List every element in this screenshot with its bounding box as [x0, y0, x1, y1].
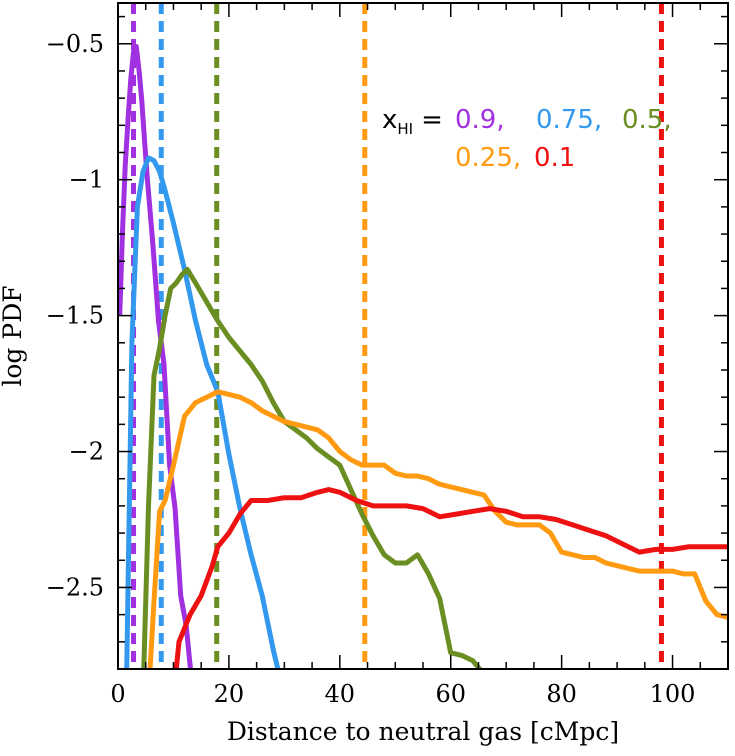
x-tick-label: 0 — [110, 680, 125, 708]
y-tick-label: −2.5 — [46, 573, 104, 601]
legend-entry-0.9: 0.9, — [455, 105, 505, 135]
x-tick-label: 60 — [435, 680, 466, 708]
series-line — [173, 487, 728, 669]
legend-entry-0.1: 0.1 — [534, 143, 575, 173]
legend-subscript: HI — [397, 120, 413, 138]
series-lines — [118, 44, 728, 669]
legend-equals: = — [421, 105, 443, 135]
y-tick-label: −1.5 — [46, 302, 104, 330]
series-line — [147, 389, 728, 669]
x-tick-label: 20 — [214, 680, 245, 708]
legend-entry-0.75: 0.75, — [536, 105, 602, 135]
y-tick-label: −1 — [69, 166, 104, 194]
legend-entry-0.25: 0.25, — [455, 143, 521, 173]
x-tick-label: 100 — [650, 680, 696, 708]
legend-label: xHI = — [382, 105, 443, 138]
legend: xHI = 0.9, 0.75, 0.5, 0.25, 0.1 — [382, 105, 672, 173]
y-tick-labels: −0.5 −1 −1.5 −2 −2.5 — [46, 30, 104, 602]
legend-entry-0.5: 0.5, — [622, 105, 672, 135]
series-line — [141, 266, 483, 669]
axis-ticks — [117, 3, 729, 670]
x-tick-label: 80 — [546, 680, 577, 708]
y-axis-title: log PDF — [0, 285, 27, 386]
x-axis-title: Distance to neutral gas [cMpc] — [227, 717, 619, 746]
x-tick-labels: 0 20 40 60 80 100 — [110, 680, 695, 708]
y-tick-label: −0.5 — [46, 30, 104, 58]
y-tick-label: −2 — [69, 438, 104, 466]
x-tick-label: 40 — [325, 680, 356, 708]
legend-x-symbol: x — [382, 105, 397, 135]
